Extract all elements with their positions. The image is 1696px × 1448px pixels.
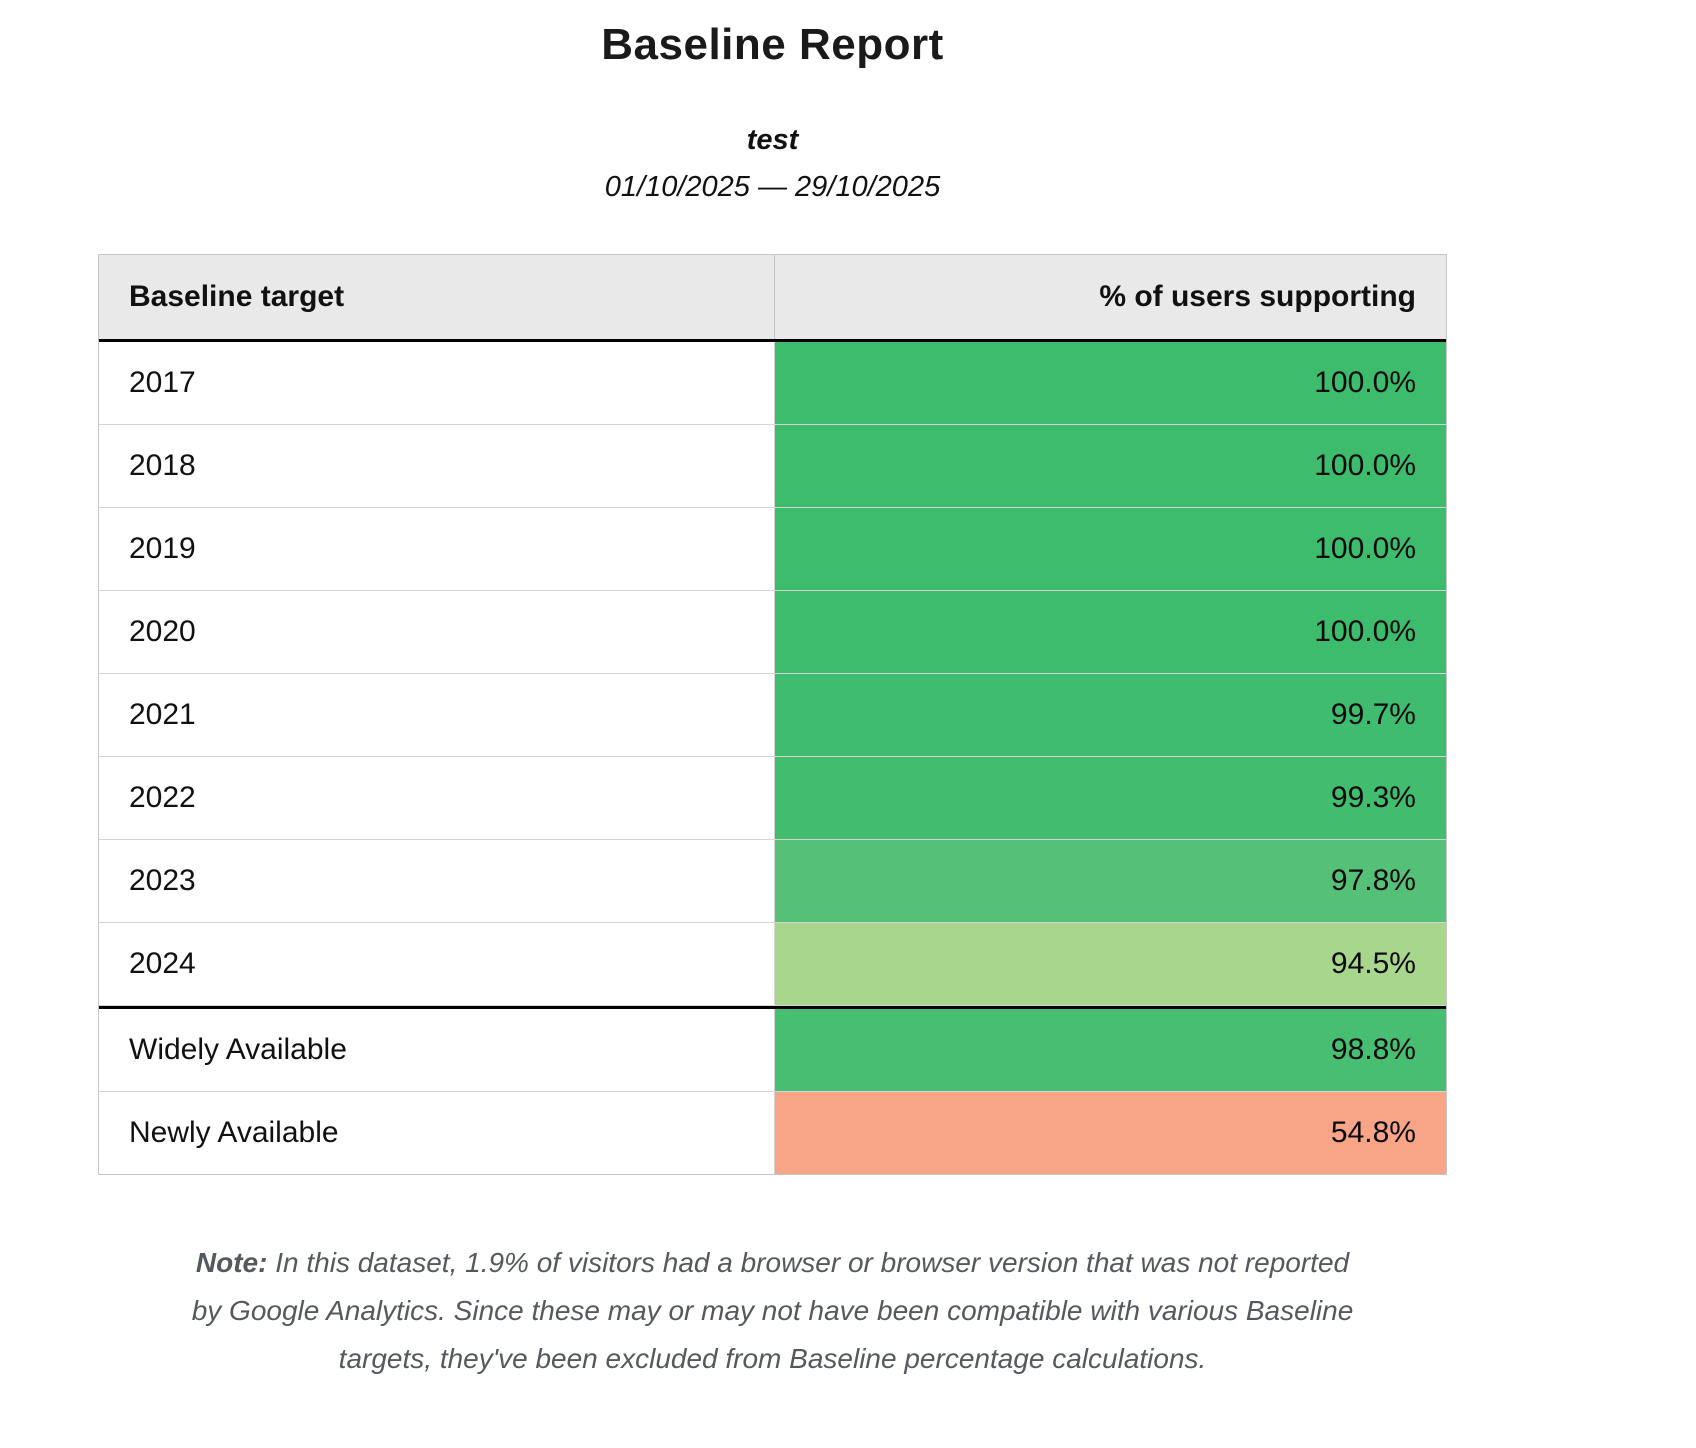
table-row: 2020 100.0% (99, 591, 1446, 674)
footnote-text: In this dataset, 1.9% of visitors had a … (191, 1247, 1354, 1375)
percent-cell: 97.8% (775, 840, 1446, 922)
footnote: Note: In this dataset, 1.9% of visitors … (188, 1239, 1358, 1383)
percent-cell: 99.3% (775, 757, 1446, 839)
table-row-newly-available: Newly Available 54.8% (99, 1092, 1446, 1174)
report-page: Baseline Report test 01/10/2025 — 29/10/… (98, 0, 1447, 1383)
percent-cell: 100.0% (775, 591, 1446, 673)
baseline-target-cell: 2018 (99, 425, 776, 507)
report-subtitle: test (746, 124, 799, 156)
column-header-percent-supporting: % of users supporting (1099, 280, 1416, 313)
table-header-row: Baseline target % of users supporting (99, 255, 1446, 342)
baseline-target-cell: 2020 (99, 591, 776, 673)
table-row: 2017 100.0% (99, 342, 1446, 425)
baseline-target-cell: Widely Available (99, 1009, 776, 1091)
table-row: 2023 97.8% (99, 840, 1446, 923)
baseline-target-cell: 2017 (99, 342, 776, 424)
baseline-target-cell: 2019 (99, 508, 776, 590)
table-row-widely-available: Widely Available 98.8% (99, 1006, 1446, 1092)
column-header-baseline-target: Baseline target (99, 255, 776, 339)
report-date-range: 01/10/2025 — 29/10/2025 (604, 171, 941, 203)
percent-cell: 100.0% (775, 342, 1446, 424)
percent-cell: 94.5% (775, 923, 1446, 1005)
table-row: 2022 99.3% (99, 757, 1446, 840)
baseline-target-cell: 2021 (99, 674, 776, 756)
percent-cell: 99.7% (775, 674, 1446, 756)
footnote-label: Note: (195, 1247, 268, 1278)
percent-cell: 98.8% (775, 1009, 1446, 1091)
percent-cell: 54.8% (775, 1092, 1446, 1174)
baseline-target-cell: 2023 (99, 840, 776, 922)
baseline-target-cell: 2022 (99, 757, 776, 839)
table-row: 2018 100.0% (99, 425, 1446, 508)
page-title: Baseline Report (601, 20, 944, 69)
percent-cell: 100.0% (775, 425, 1446, 507)
table-row: 2024 94.5% (99, 923, 1446, 1006)
baseline-target-cell: 2024 (99, 923, 776, 1005)
baseline-table: Baseline target % of users supporting 20… (98, 254, 1447, 1175)
percent-cell: 100.0% (775, 508, 1446, 590)
table-row: 2021 99.7% (99, 674, 1446, 757)
baseline-target-cell: Newly Available (99, 1092, 776, 1174)
table-row: 2019 100.0% (99, 508, 1446, 591)
